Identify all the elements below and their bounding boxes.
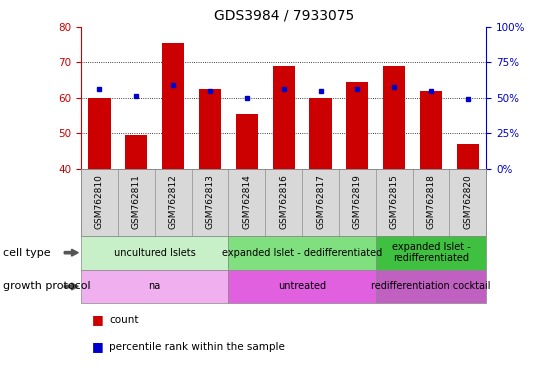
Bar xyxy=(310,98,331,169)
Bar xyxy=(413,169,449,236)
Bar xyxy=(229,270,376,303)
Text: redifferentiation cocktail: redifferentiation cocktail xyxy=(371,281,491,291)
Bar xyxy=(347,82,368,169)
Bar xyxy=(81,169,118,236)
Text: growth protocol: growth protocol xyxy=(3,281,91,291)
Text: ■: ■ xyxy=(92,340,104,353)
Bar xyxy=(420,91,442,169)
Bar xyxy=(273,66,295,169)
Bar xyxy=(457,144,479,169)
Bar xyxy=(339,169,376,236)
Bar xyxy=(229,236,376,270)
Text: ■: ■ xyxy=(92,313,104,326)
Bar xyxy=(155,169,192,236)
Text: na: na xyxy=(149,281,161,291)
Bar xyxy=(302,169,339,236)
Bar xyxy=(81,236,229,270)
Bar xyxy=(118,169,155,236)
Text: count: count xyxy=(109,315,139,325)
Bar xyxy=(376,236,486,270)
Text: untreated: untreated xyxy=(278,281,326,291)
Bar xyxy=(229,169,266,236)
Text: GSM762812: GSM762812 xyxy=(169,174,178,229)
Bar xyxy=(199,89,221,169)
Bar xyxy=(449,169,486,236)
Text: GSM762814: GSM762814 xyxy=(243,174,252,229)
Bar xyxy=(236,114,258,169)
Text: cell type: cell type xyxy=(3,248,50,258)
Bar xyxy=(192,169,229,236)
Text: GSM762815: GSM762815 xyxy=(390,174,399,229)
Bar xyxy=(383,66,405,169)
Title: GDS3984 / 7933075: GDS3984 / 7933075 xyxy=(214,9,354,23)
Text: GSM762817: GSM762817 xyxy=(316,174,325,229)
Bar xyxy=(162,43,184,169)
Text: GSM762810: GSM762810 xyxy=(95,174,104,229)
Text: expanded Islet - dedifferentiated: expanded Islet - dedifferentiated xyxy=(222,248,382,258)
Text: GSM762816: GSM762816 xyxy=(279,174,288,229)
Bar xyxy=(125,135,148,169)
Text: GSM762811: GSM762811 xyxy=(132,174,141,229)
Text: percentile rank within the sample: percentile rank within the sample xyxy=(109,342,285,352)
Bar xyxy=(376,169,413,236)
Text: GSM762820: GSM762820 xyxy=(463,174,472,229)
Text: uncultured Islets: uncultured Islets xyxy=(114,248,196,258)
Bar xyxy=(81,270,229,303)
Bar xyxy=(266,169,302,236)
Bar xyxy=(376,270,486,303)
Text: GSM762813: GSM762813 xyxy=(206,174,215,229)
Bar xyxy=(88,98,111,169)
Text: GSM762818: GSM762818 xyxy=(427,174,435,229)
Text: expanded Islet -
redifferentiated: expanded Islet - redifferentiated xyxy=(392,242,471,263)
Text: GSM762819: GSM762819 xyxy=(353,174,362,229)
